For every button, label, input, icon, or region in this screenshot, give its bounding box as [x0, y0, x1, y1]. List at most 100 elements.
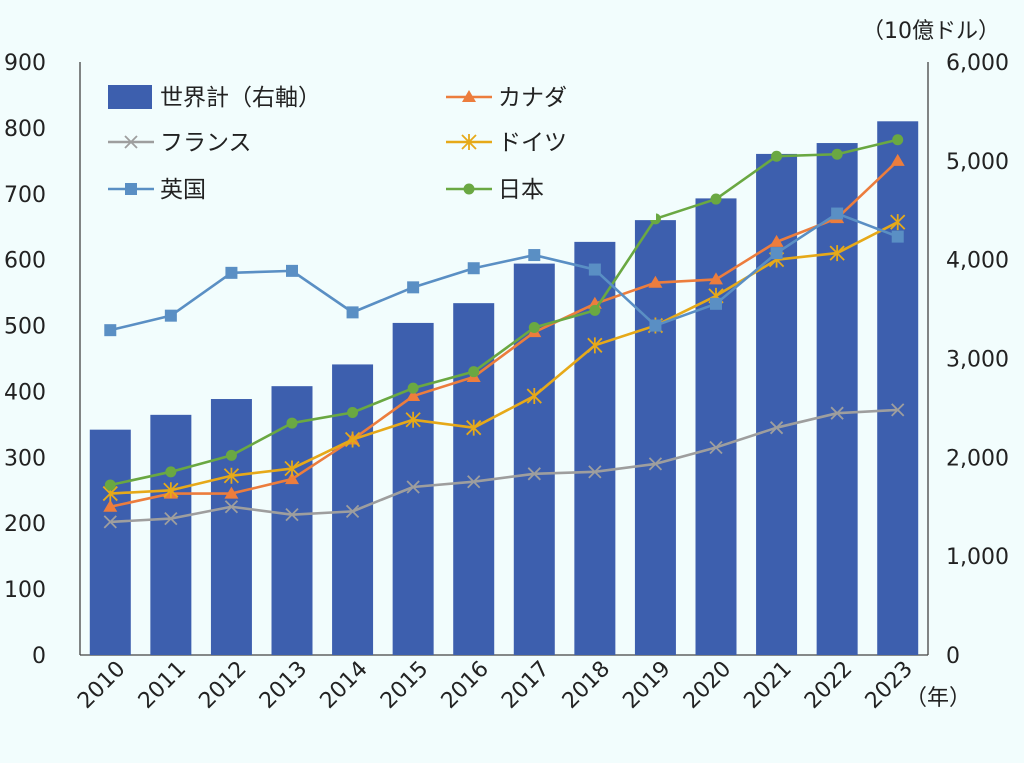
legend-label: 英国 [160, 177, 206, 203]
line-series [104, 207, 904, 337]
bar [392, 322, 434, 655]
data-point [225, 449, 237, 461]
right-axis-tick-label: 6,000 [946, 51, 1009, 76]
legend-marker [124, 135, 138, 149]
data-point [588, 263, 601, 276]
data-point [890, 214, 906, 231]
right-axis-tick-label: 2,000 [946, 446, 1009, 471]
data-point [406, 389, 421, 402]
line-series [103, 403, 905, 529]
data-point [104, 479, 116, 491]
data-point [769, 234, 784, 247]
bar [634, 220, 676, 655]
data-point [285, 508, 299, 522]
data-point [284, 460, 300, 477]
right-axis-tick-label: 4,000 [946, 249, 1009, 274]
data-point [829, 245, 845, 262]
x-axis-tick-label: 2016 [437, 657, 494, 714]
legend-marker [462, 90, 476, 102]
bar [816, 143, 858, 655]
data-point [344, 431, 361, 448]
left-axis-tick-label: 0 [32, 644, 46, 669]
data-point [891, 230, 904, 243]
left-axis-tick-label: 300 [4, 446, 46, 471]
x-axis-tick-label: 2017 [497, 657, 554, 714]
left-axis-tick-label: 900 [4, 51, 46, 76]
data-point [527, 467, 541, 481]
x-axis-tick-label: 2018 [558, 657, 615, 714]
data-point [407, 382, 419, 394]
left-axis-tick-label: 700 [4, 183, 46, 208]
x-axis-tick-label: 2022 [800, 657, 857, 714]
right-axis-tick-label: 1,000 [946, 545, 1009, 570]
x-axis-tick-label: 2011 [134, 657, 191, 714]
bar [756, 153, 798, 656]
data-point [528, 249, 541, 262]
data-point [346, 306, 359, 319]
data-point [466, 419, 482, 436]
data-point [528, 322, 540, 334]
data-point [103, 515, 117, 529]
data-point [163, 482, 179, 499]
bar-layer [89, 121, 919, 656]
right-axis-unit-label: （10億ドル） [862, 19, 1000, 44]
left-axis-tick-label: 400 [4, 380, 46, 405]
bar [89, 429, 131, 655]
series-line [110, 159, 899, 509]
data-point [224, 486, 239, 499]
data-point [771, 150, 783, 162]
data-point [347, 407, 359, 419]
data-point [407, 281, 420, 294]
data-point [830, 406, 844, 420]
data-point [225, 266, 238, 279]
left-axis-tick-label: 500 [4, 315, 46, 340]
x-axis-tick-label: 2013 [255, 657, 312, 714]
data-point [467, 475, 481, 489]
line-series [102, 214, 906, 502]
data-point [890, 153, 905, 166]
data-point [710, 193, 722, 205]
bar [695, 198, 737, 655]
legend-marker [125, 183, 137, 195]
x-axis-tick-label: 2015 [376, 657, 433, 714]
series-line [110, 220, 899, 495]
x-axis-tick-label: 2020 [679, 657, 736, 714]
line-series [104, 134, 904, 491]
left-axis-tick-label: 100 [4, 578, 46, 603]
data-point [769, 421, 784, 435]
right-axis-tick-label: 3,000 [946, 348, 1009, 373]
data-point [345, 504, 360, 518]
bar [150, 414, 192, 655]
data-point [589, 304, 601, 316]
left-axis-tick-label: 200 [4, 512, 46, 537]
x-axis-tick-label: 2021 [740, 657, 797, 714]
data-point [165, 466, 177, 478]
x-axis-unit-label: （年） [905, 686, 971, 711]
series-line [110, 138, 899, 487]
right-axis-tick-label: 5,000 [946, 150, 1009, 175]
legend-background [88, 68, 656, 220]
data-point [649, 319, 662, 332]
data-point [831, 148, 843, 160]
data-point [831, 207, 844, 220]
legend-label: 日本 [498, 177, 544, 203]
legend-marker [463, 183, 475, 195]
bar [877, 121, 919, 656]
data-point [223, 467, 240, 484]
data-point [526, 388, 542, 405]
data-point [405, 411, 421, 428]
data-point [891, 403, 905, 417]
x-axis-tick-label: 2012 [194, 657, 251, 714]
x-axis-tick-label: 2019 [618, 657, 675, 714]
data-point [892, 134, 904, 146]
data-point [103, 499, 118, 512]
data-point [710, 297, 722, 310]
series-line [109, 212, 899, 332]
data-point [467, 262, 480, 275]
legend-swatch [108, 85, 152, 109]
legend-label: カナダ [498, 85, 567, 111]
series-line [110, 408, 898, 524]
